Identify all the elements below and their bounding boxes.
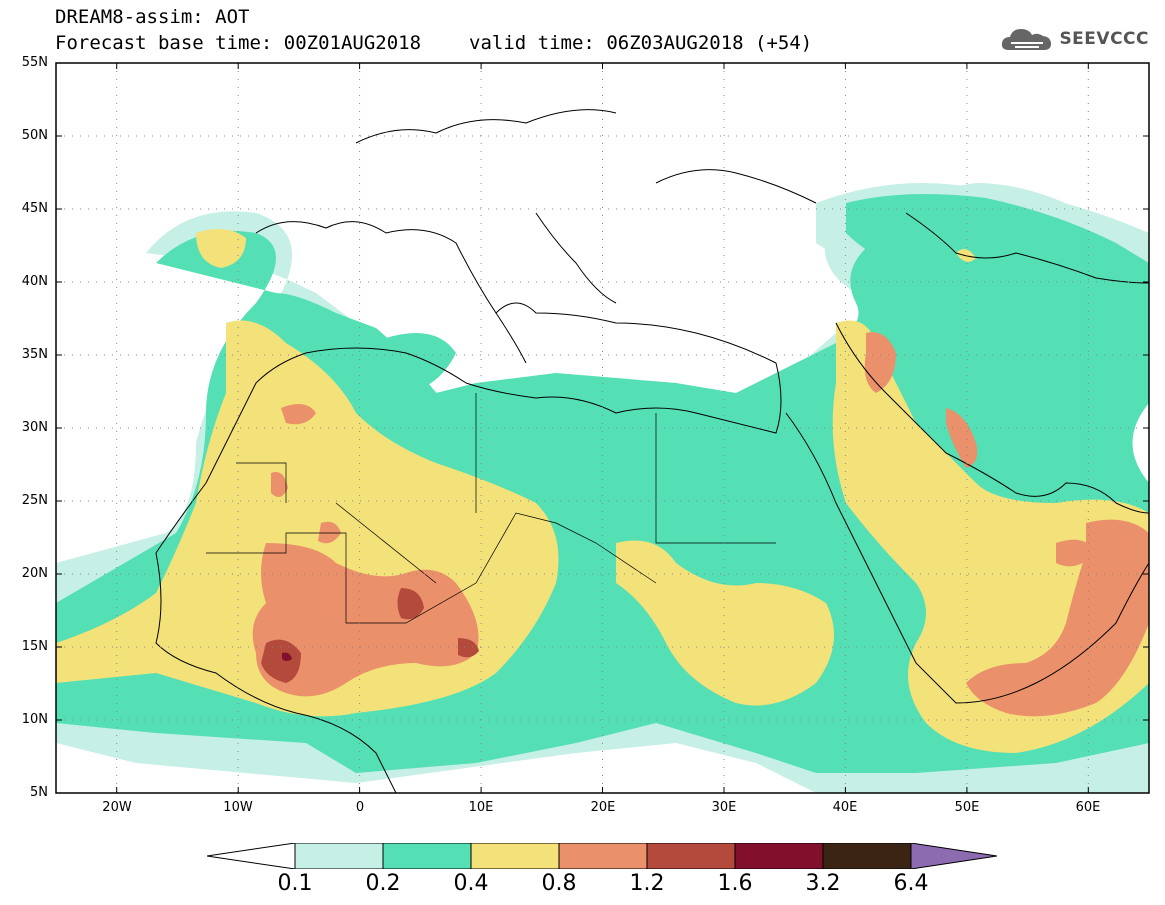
colorbar-label-3.2: 3.2 <box>805 871 841 896</box>
colorbar-seg-0.4 <box>470 843 560 869</box>
forecast-base-time: Forecast base time: 00Z01AUG2018 <box>55 32 422 54</box>
lon-label-20e: 20E <box>590 800 616 815</box>
colorbar-label-0.1: 0.1 <box>277 871 313 896</box>
map-panel <box>55 62 1150 794</box>
aot-map <box>55 62 1150 794</box>
colorbar-label-0.2: 0.2 <box>365 871 401 896</box>
aot-level-0.8 <box>252 332 1149 717</box>
colorbar-seg-1.6 <box>734 843 824 869</box>
coastlines <box>155 109 1149 793</box>
lon-label-60e: 60E <box>1075 800 1101 815</box>
tick-marks <box>56 63 1149 793</box>
lat-label-25n: 25N <box>21 493 48 508</box>
country-borders <box>206 393 776 624</box>
colorbar-seg-3.2 <box>822 843 912 869</box>
cloud-icon <box>1002 29 1052 50</box>
colorbar-label-0.8: 0.8 <box>541 871 577 896</box>
colorbar-seg-1.2 <box>646 843 736 869</box>
time-info: Forecast base time: 00Z01AUG2018 valid ti… <box>55 32 812 54</box>
lon-label-20w: 20W <box>102 800 132 815</box>
lat-label-15n: 15N <box>21 639 48 654</box>
colorbar-seg-0.8 <box>558 843 648 869</box>
lat-label-5n: 5N <box>30 785 48 800</box>
colorbar-seg-above <box>910 843 997 869</box>
colorbar <box>207 843 997 869</box>
lon-label-10w: 10W <box>223 800 253 815</box>
colorbar-seg-0.2 <box>382 843 472 869</box>
aot-level-1.6 <box>282 652 292 661</box>
colorbar-seg-below <box>207 843 296 869</box>
valid-time: valid time: 06Z03AUG2018 (+54) <box>469 32 813 54</box>
lon-label-30e: 30E <box>711 800 737 815</box>
colorbar-seg-0.1 <box>294 843 384 869</box>
lon-label-0: 0 <box>355 800 365 815</box>
lon-label-10e: 10E <box>468 800 494 815</box>
lat-label-50n: 50N <box>21 128 48 143</box>
lat-label-45n: 45N <box>21 201 48 216</box>
map-title: DREAM8-assim: AOT <box>55 6 250 28</box>
lat-label-20n: 20N <box>21 566 48 581</box>
colorbar-label-1.2: 1.2 <box>629 871 665 896</box>
seevccc-logo: SEEVCCC <box>999 24 1149 54</box>
colorbar-label-1.6: 1.6 <box>717 871 753 896</box>
lat-label-40n: 40N <box>21 274 48 289</box>
lat-label-30n: 30N <box>21 420 48 435</box>
lon-label-50e: 50E <box>954 800 980 815</box>
aot-level-1.2 <box>261 588 479 683</box>
colorbar-label-6.4: 6.4 <box>893 871 929 896</box>
lat-label-10n: 10N <box>21 712 48 727</box>
colorbar-label-0.4: 0.4 <box>453 871 489 896</box>
lat-label-55n: 55N <box>21 55 48 70</box>
lon-label-40e: 40E <box>832 800 858 815</box>
logo-text: SEEVCCC <box>1059 29 1149 49</box>
lat-label-35n: 35N <box>21 347 48 362</box>
